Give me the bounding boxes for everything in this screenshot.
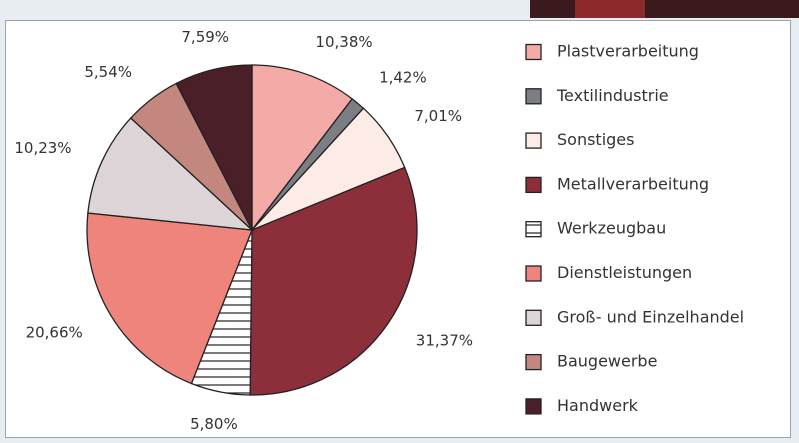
legend-label: Handwerk	[557, 396, 639, 415]
legend-swatch	[526, 266, 541, 281]
legend-swatch	[526, 177, 541, 192]
legend-label: Baugewerbe	[557, 352, 657, 371]
value-label: 20,66%	[26, 323, 83, 341]
header-image-accent	[575, 0, 645, 18]
value-label: 10,38%	[315, 33, 372, 51]
legend-label: Groß- und Einzelhandel	[557, 307, 744, 326]
value-label: 5,54%	[84, 63, 132, 81]
legend-swatch	[526, 45, 541, 60]
legend-swatch	[526, 222, 541, 237]
value-label: 7,59%	[181, 28, 229, 46]
legend-label: Plastverarbeitung	[557, 42, 699, 61]
legend-swatch	[526, 310, 541, 325]
legend-swatch	[526, 355, 541, 370]
legend-swatch	[526, 133, 541, 148]
legend-label: Metallverarbeitung	[557, 174, 709, 193]
value-label: 5,80%	[190, 415, 238, 433]
chart: 10,38% 1,42% 7,01% 31,37% 5,80% 20,66% 10,23% 5…	[0, 0, 799, 443]
legend-label: Textilindustrie	[556, 86, 669, 105]
value-label: 10,23%	[14, 139, 71, 157]
legend-label: Werkzeugbau	[557, 219, 666, 238]
legend-label: Sonstiges	[557, 130, 634, 149]
legend-swatch	[526, 89, 541, 104]
value-label: 1,42%	[379, 69, 427, 87]
header-image	[530, 0, 799, 18]
value-label: 7,01%	[414, 107, 462, 125]
legend-swatch	[526, 399, 541, 414]
value-label: 31,37%	[416, 332, 473, 350]
legend-label: Dienstleistungen	[557, 263, 692, 282]
